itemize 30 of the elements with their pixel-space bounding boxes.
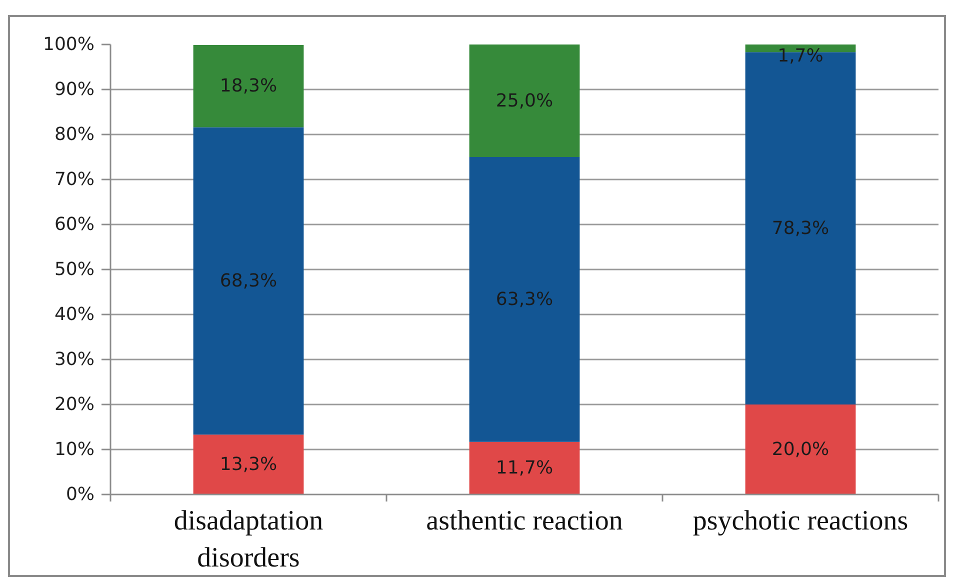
bar: [745, 404, 856, 494]
y-tick-label: 10%: [54, 439, 95, 460]
y-tick-label: 0%: [66, 484, 95, 505]
data-label: 68,3%: [220, 270, 278, 292]
y-tick-label: 100%: [43, 34, 95, 55]
bar: [193, 127, 304, 435]
y-tick-label: 20%: [54, 394, 95, 415]
data-label: 78,3%: [772, 218, 830, 239]
y-tick-label: 40%: [54, 304, 95, 325]
bar: [193, 434, 304, 494]
bar: [469, 157, 580, 442]
x-tick-label: disadaptation disorders: [174, 506, 324, 574]
y-tick-label: 50%: [54, 259, 95, 280]
y-tick-label: 60%: [54, 214, 95, 235]
data-label: 1,7%: [778, 46, 824, 66]
bar: [469, 44, 580, 157]
data-label: 18,3%: [220, 76, 278, 97]
data-label: 63,3%: [496, 288, 554, 310]
bar: [469, 442, 580, 494]
data-label: 11,7%: [496, 458, 554, 479]
data-label: 25,0%: [496, 90, 554, 112]
bar: [193, 44, 304, 128]
data-label: 20,0%: [772, 439, 830, 460]
y-tick-label: 70%: [54, 169, 95, 190]
y-tick-label: 30%: [54, 349, 95, 370]
x-tick-label: asthentic reaction: [426, 506, 623, 536]
x-tick-label: psychotic reactions: [692, 506, 908, 536]
y-tick-label: 80%: [54, 124, 95, 145]
data-label: 13,3%: [220, 454, 278, 476]
y-tick-label: 90%: [54, 79, 95, 100]
